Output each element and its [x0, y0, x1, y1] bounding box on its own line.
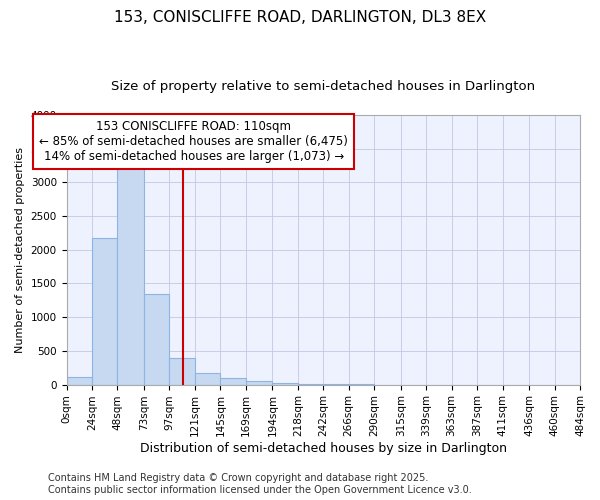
Title: Size of property relative to semi-detached houses in Darlington: Size of property relative to semi-detach… [111, 80, 535, 93]
Bar [92, 238, 118, 384]
Bar [144, 294, 169, 384]
Bar [246, 381, 272, 384]
Bar [118, 164, 144, 384]
Text: 153 CONISCLIFFE ROAD: 110sqm
← 85% of semi-detached houses are smaller (6,475)
1: 153 CONISCLIFFE ROAD: 110sqm ← 85% of se… [40, 120, 348, 162]
Text: Contains HM Land Registry data © Crown copyright and database right 2025.
Contai: Contains HM Land Registry data © Crown c… [48, 474, 472, 495]
Bar [67, 377, 92, 384]
Bar [169, 358, 195, 384]
Bar [195, 374, 220, 384]
Bar [220, 378, 246, 384]
Bar [272, 383, 298, 384]
Y-axis label: Number of semi-detached properties: Number of semi-detached properties [15, 147, 25, 353]
X-axis label: Distribution of semi-detached houses by size in Darlington: Distribution of semi-detached houses by … [140, 442, 507, 455]
Text: 153, CONISCLIFFE ROAD, DARLINGTON, DL3 8EX: 153, CONISCLIFFE ROAD, DARLINGTON, DL3 8… [114, 10, 486, 25]
